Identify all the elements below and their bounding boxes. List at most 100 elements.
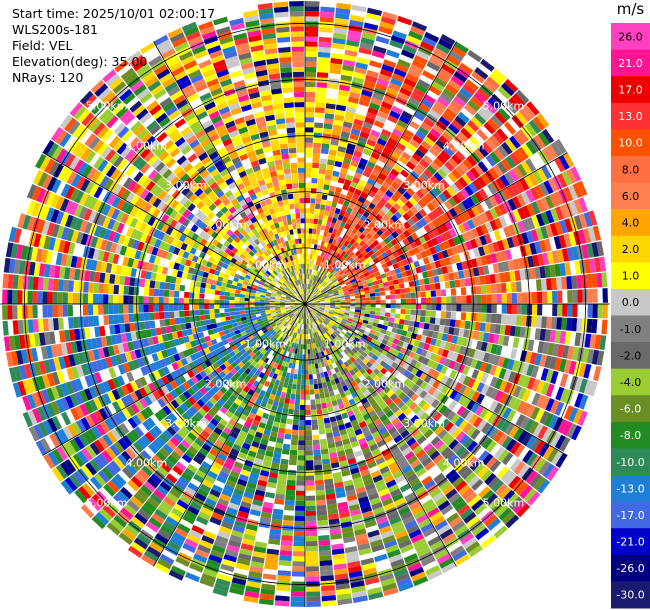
velocity-cell: [400, 169, 410, 178]
velocity-cell: [481, 304, 487, 313]
velocity-cell: [602, 304, 608, 319]
velocity-cell: [327, 272, 332, 278]
velocity-cell: [394, 267, 401, 274]
velocity-cell: [576, 318, 583, 332]
velocity-cell: [331, 326, 337, 331]
velocity-cell: [423, 168, 433, 179]
velocity-cell: [311, 424, 319, 430]
velocity-cell: [305, 172, 312, 178]
velocity-cell: [465, 240, 473, 251]
velocity-cell: [559, 437, 571, 452]
velocity-cell: [562, 421, 573, 436]
velocity-cell: [417, 79, 431, 90]
velocity-cell: [488, 135, 501, 148]
velocity-cell: [594, 334, 602, 350]
velocity-cell: [319, 299, 325, 302]
velocity-cell: [319, 256, 323, 262]
velocity-cell: [299, 323, 302, 329]
velocity-cell: [437, 168, 448, 179]
velocity-cell: [401, 133, 412, 143]
velocity-cell: [354, 311, 360, 316]
velocity-cell: [363, 330, 370, 336]
velocity-cell: [355, 230, 362, 238]
velocity-cell: [461, 232, 470, 242]
velocity-cell: [345, 106, 357, 114]
velocity-cell: [423, 323, 430, 330]
velocity-cell: [315, 494, 326, 501]
velocity-cell: [293, 536, 305, 542]
velocity-cell: [322, 313, 328, 317]
velocity-cell: [308, 307, 313, 312]
velocity-cell: [391, 405, 400, 414]
velocity-cell: [540, 396, 551, 410]
velocity-cell: [378, 247, 386, 255]
velocity-cell: [522, 104, 536, 119]
velocity-cell: [413, 166, 423, 176]
velocity-cell: [427, 396, 436, 406]
velocity-cell: [366, 368, 373, 375]
velocity-cell: [521, 362, 530, 375]
velocity-cell: [489, 219, 498, 231]
velocity-cell: [543, 180, 554, 195]
velocity-cell: [568, 360, 577, 375]
velocity-cell: [363, 271, 370, 277]
velocity-cell: [568, 407, 579, 422]
velocity-cell: [514, 444, 526, 458]
velocity-cell: [386, 87, 399, 96]
velocity-cell: [345, 299, 351, 302]
velocity-cell: [324, 326, 329, 332]
velocity-cell: [394, 333, 402, 340]
velocity-cell: [352, 262, 358, 269]
velocity-cell: [311, 177, 318, 184]
velocity-cell: [433, 171, 444, 182]
velocity-cell: [405, 298, 411, 304]
velocity-cell: [313, 244, 318, 250]
velocity-cell: [549, 356, 557, 370]
velocity-cell: [385, 249, 393, 256]
velocity-cell: [457, 202, 467, 213]
velocity-cell: [468, 348, 476, 358]
velocity-cell: [533, 476, 546, 491]
velocity-cell: [361, 249, 368, 257]
velocity-cell: [346, 34, 361, 42]
velocity-cell: [433, 324, 440, 332]
velocity-cell: [363, 287, 370, 292]
velocity-cell: [524, 418, 535, 432]
velocity-cell: [314, 300, 320, 302]
velocity-cell: [42, 318, 49, 332]
velocity-cell: [331, 286, 337, 291]
velocity-cell: [571, 425, 582, 441]
velocity-cell: [347, 257, 354, 264]
velocity-cell: [306, 546, 318, 552]
velocity-cell: [503, 369, 512, 381]
velocity-cell: [317, 514, 328, 521]
velocity-cell: [417, 126, 429, 136]
velocity-cell: [481, 489, 495, 503]
velocity-cell: [338, 141, 348, 148]
velocity-cell: [351, 322, 357, 327]
velocity-cell: [305, 258, 308, 264]
velocity-cell: [319, 560, 333, 567]
velocity-cell: [400, 298, 406, 304]
velocity-cell: [419, 363, 427, 372]
velocity-cell: [474, 405, 485, 416]
velocity-cell: [534, 353, 543, 366]
velocity-cell: [377, 279, 383, 285]
velocity-cell: [2, 320, 9, 336]
velocity-cell: [554, 139, 567, 154]
velocity-cell: [305, 208, 310, 214]
velocity-cell: [308, 263, 312, 270]
velocity-cell: [305, 6, 320, 12]
velocity-cell: [369, 310, 376, 315]
velocity-cell: [586, 243, 595, 258]
velocity-cell: [449, 207, 458, 218]
velocity-cell: [461, 199, 471, 210]
velocity-cell: [401, 330, 408, 337]
velocity-cell: [314, 112, 325, 119]
velocity-cell: [459, 87, 473, 100]
velocity-cell: [347, 329, 354, 335]
velocity-cell: [339, 295, 345, 299]
velocity-cell: [318, 423, 325, 430]
velocity-cell: [281, 530, 294, 536]
velocity-cell: [421, 195, 431, 205]
